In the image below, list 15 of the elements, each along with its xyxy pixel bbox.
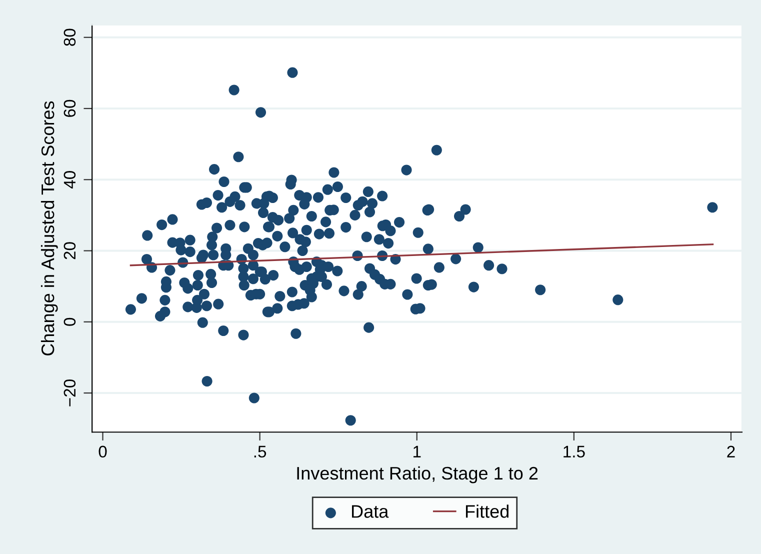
x-tick-label: 0 [98,446,107,458]
legend-label: Fitted [466,504,508,518]
y-tick-label: 40 [64,171,76,189]
x-tick-label: 1 [414,446,421,458]
legend-label: Data [352,505,389,518]
y-tick-label: 20 [64,242,76,260]
x-tick-label: 1.5 [564,446,585,458]
y-tick-label: 80 [64,28,76,46]
y-tick-label: 60 [64,100,76,117]
y-tick-label: −20 [64,380,76,406]
x-axis-title: Investment Ratio, Stage 1 to 2 [297,466,538,484]
x-tick-label: .5 [254,446,266,458]
y-tick-label: 0 [64,318,76,326]
x-tick-label: 2 [727,446,735,458]
y-axis-title: Change in Adjusted Test Scores [40,101,58,356]
